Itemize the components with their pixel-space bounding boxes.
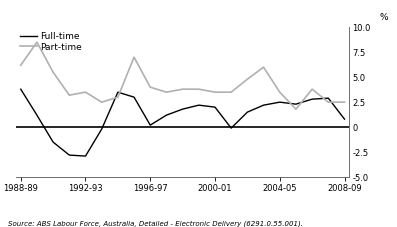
Full-time bbox=[293, 103, 298, 106]
Part-time bbox=[278, 91, 282, 94]
Full-time bbox=[148, 124, 152, 126]
Part-time bbox=[180, 88, 185, 91]
Full-time bbox=[116, 91, 120, 94]
Legend: Full-time, Part-time: Full-time, Part-time bbox=[20, 32, 82, 52]
Part-time bbox=[197, 88, 201, 91]
Part-time bbox=[213, 91, 218, 94]
Part-time bbox=[245, 78, 250, 81]
Full-time bbox=[132, 96, 137, 99]
Part-time bbox=[229, 91, 233, 94]
Part-time bbox=[148, 86, 152, 89]
Part-time bbox=[261, 66, 266, 69]
Full-time bbox=[245, 111, 250, 114]
Full-time bbox=[197, 104, 201, 106]
Part-time bbox=[310, 88, 314, 91]
Full-time bbox=[51, 141, 56, 143]
Part-time bbox=[164, 91, 169, 94]
Text: Source: ABS Labour Force, Australia, Detailed - Electronic Delivery (6291.0.55.0: Source: ABS Labour Force, Australia, Det… bbox=[8, 220, 303, 227]
Part-time bbox=[35, 41, 39, 44]
Full-time bbox=[164, 114, 169, 116]
Part-time bbox=[99, 101, 104, 104]
Full-time bbox=[261, 104, 266, 106]
Part-time bbox=[342, 101, 347, 104]
Full-time bbox=[18, 88, 23, 91]
Part-time bbox=[67, 94, 72, 96]
Text: %: % bbox=[380, 13, 388, 22]
Part-time bbox=[326, 101, 331, 104]
Full-time bbox=[213, 106, 218, 109]
Part-time bbox=[293, 108, 298, 111]
Full-time bbox=[278, 101, 282, 104]
Part-time bbox=[51, 71, 56, 74]
Part-time bbox=[132, 56, 137, 59]
Full-time bbox=[99, 128, 104, 131]
Full-time bbox=[310, 98, 314, 101]
Full-time bbox=[67, 154, 72, 156]
Full-time bbox=[83, 155, 88, 158]
Line: Full-time: Full-time bbox=[21, 89, 345, 156]
Part-time bbox=[18, 64, 23, 67]
Part-time bbox=[116, 96, 120, 99]
Full-time bbox=[326, 97, 331, 99]
Part-time bbox=[83, 91, 88, 94]
Full-time bbox=[342, 118, 347, 121]
Full-time bbox=[35, 114, 39, 116]
Line: Part-time: Part-time bbox=[21, 42, 345, 109]
Full-time bbox=[180, 108, 185, 111]
Full-time bbox=[229, 127, 233, 129]
